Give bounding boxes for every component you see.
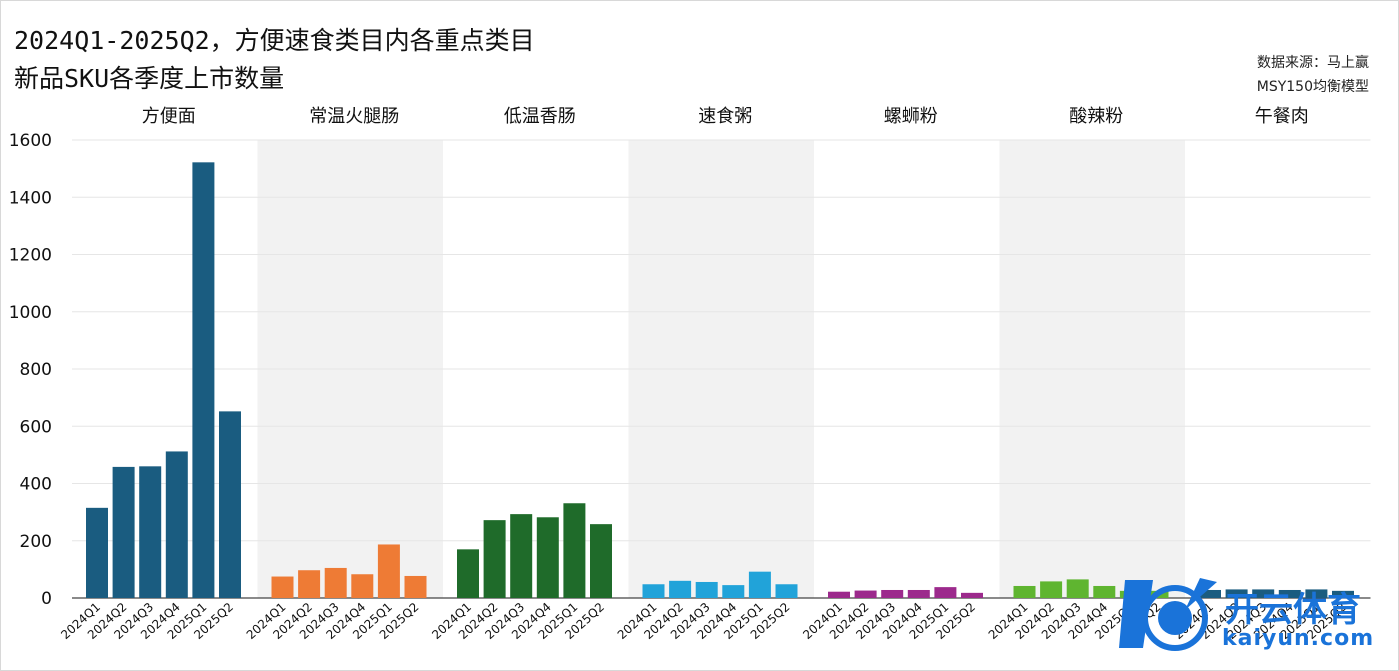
- bar: [642, 584, 665, 598]
- group-label: 常温火腿肠: [309, 106, 399, 127]
- bar: [854, 590, 877, 598]
- chart-title-line2: 新品SKU各季度上市数量: [14, 64, 285, 93]
- bar: [748, 571, 771, 598]
- group-label: 螺蛳粉: [884, 106, 938, 127]
- bar: [112, 466, 135, 598]
- bar: [457, 549, 479, 598]
- bar: [377, 544, 400, 598]
- bar: [1040, 581, 1063, 598]
- watermark-subtext: kaiyun.com: [1222, 626, 1375, 651]
- bar: [351, 574, 374, 598]
- bar: [722, 585, 745, 598]
- bar: [695, 581, 718, 598]
- group-label: 方便面: [142, 106, 196, 127]
- watermark-logo-icon: [1119, 578, 1217, 651]
- source-label: 数据来源：马上赢: [1257, 55, 1369, 71]
- source-model: MSY150均衡模型: [1256, 79, 1369, 95]
- y-tick-label: 0: [41, 589, 52, 609]
- bar: [404, 575, 427, 598]
- bar: [775, 584, 798, 598]
- bar: [1066, 579, 1089, 598]
- bar: [907, 589, 930, 598]
- bar: [1252, 589, 1275, 598]
- y-tick-label: 1000: [9, 303, 52, 323]
- y-tick-label: 200: [20, 532, 52, 552]
- bar: [828, 591, 850, 598]
- group-label: 酸辣粉: [1069, 106, 1123, 127]
- bar: [590, 524, 612, 598]
- y-tick-label: 1200: [9, 246, 52, 266]
- bar: [1199, 589, 1221, 598]
- y-tick-label: 1600: [9, 131, 52, 151]
- bar: [139, 466, 162, 598]
- bar: [510, 514, 533, 598]
- y-tick-label: 1400: [9, 188, 52, 208]
- y-tick-label: 600: [20, 417, 52, 437]
- y-tick-label: 800: [20, 360, 52, 380]
- bar: [165, 451, 188, 598]
- group-label: 低温香肠: [504, 106, 576, 127]
- bar: [1332, 590, 1354, 598]
- bar: [219, 411, 241, 598]
- bar: [536, 517, 559, 598]
- bar: [1013, 585, 1036, 598]
- group-label: 午餐肉: [1255, 106, 1309, 127]
- bar: [483, 520, 506, 598]
- bar: [192, 162, 215, 598]
- bar: [298, 570, 321, 598]
- bar: [86, 507, 108, 598]
- group-label: 速食粥: [698, 106, 752, 127]
- bar: [669, 580, 692, 598]
- chart-title-line1: 2024Q1-2025Q2，方便速食类目内各重点类目: [14, 26, 535, 55]
- watermark-text: 开云体育: [1225, 590, 1361, 630]
- bar: [271, 576, 294, 598]
- bar: [881, 589, 904, 598]
- bar: [1305, 589, 1328, 598]
- bar: [563, 503, 586, 598]
- bar: [1225, 589, 1248, 598]
- y-tick-label: 400: [20, 475, 52, 495]
- bar: [934, 587, 957, 598]
- bar: [1278, 589, 1301, 598]
- bar: [1093, 585, 1116, 598]
- bar: [324, 567, 347, 598]
- bar: [961, 592, 983, 598]
